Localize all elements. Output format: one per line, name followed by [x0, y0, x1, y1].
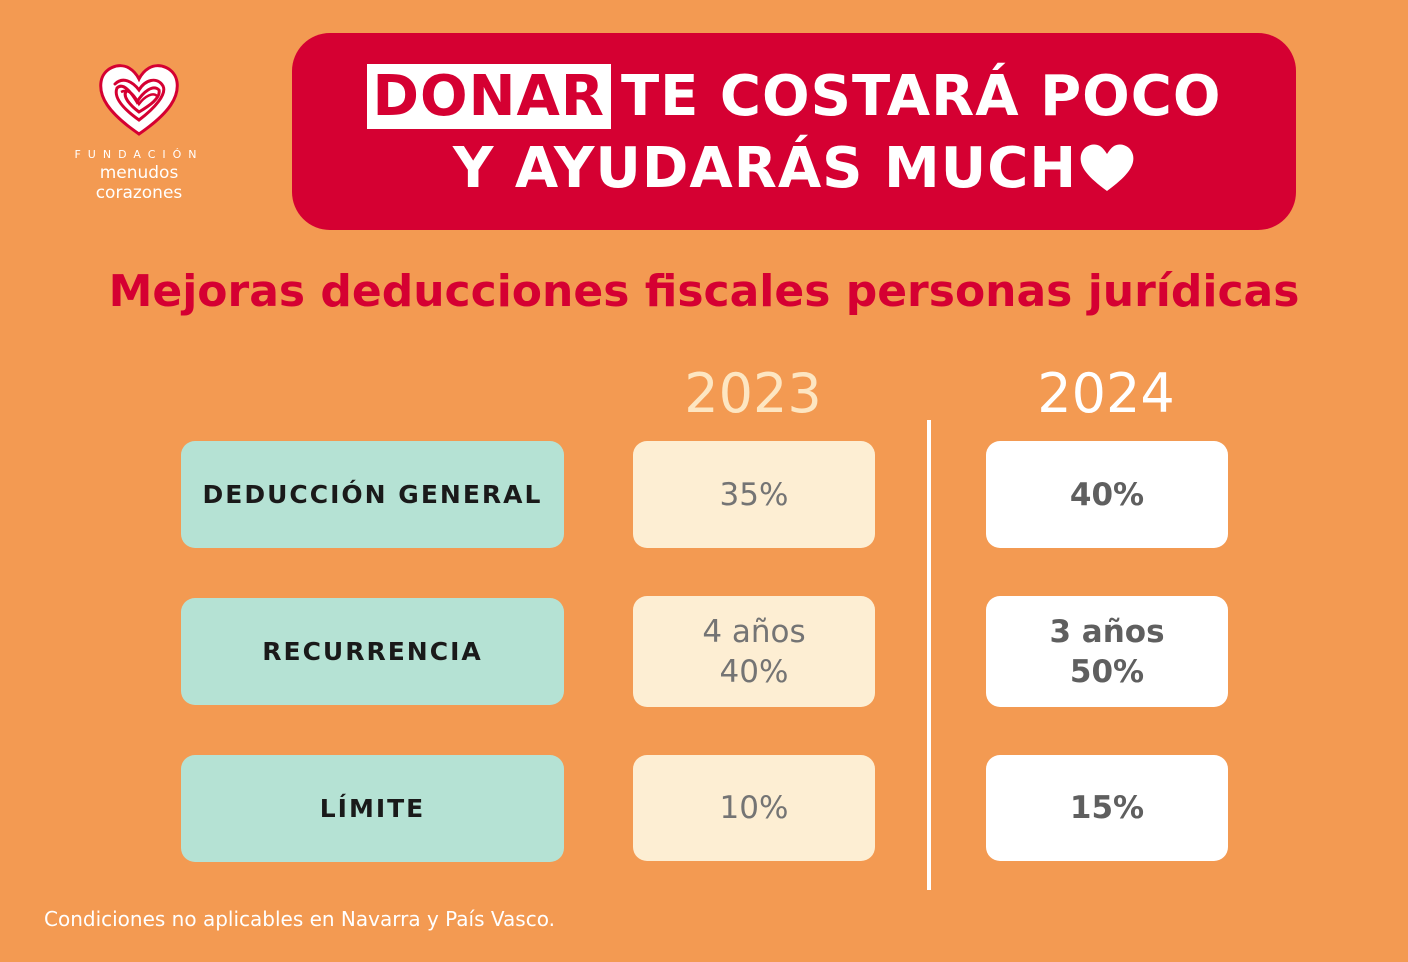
cell-2024-limite: 15%	[986, 755, 1228, 861]
headline-highlight: DONAR	[366, 64, 611, 129]
cell-value: 15%	[1069, 790, 1145, 826]
cell-2023-deduccion-general: 35%	[633, 441, 875, 548]
page-subtitle: Mejoras deducciones fiscales personas ju…	[108, 266, 1300, 317]
headline-banner: DONAR TE COSTARÁ POCO Y AYUDARÁS MUCH	[292, 33, 1296, 230]
cell-value: 50%	[1069, 653, 1145, 690]
footnote: Condiciones no aplicables en Navarra y P…	[44, 907, 555, 931]
headline-line-2-text: Y AYUDARÁS MUCH	[452, 136, 1078, 201]
headline-line-1: DONAR TE COSTARÁ POCO	[292, 61, 1296, 133]
row-label-limite: LÍMITE	[181, 755, 564, 862]
org-name-top: FUNDACIÓN	[74, 148, 204, 161]
cell-2024-recurrencia: 3 años 50%	[986, 596, 1228, 707]
cell-value: 10%	[719, 790, 789, 826]
column-divider	[927, 420, 931, 890]
year-header-2023: 2023	[684, 362, 822, 425]
year-header-2024: 2024	[1037, 362, 1175, 425]
cell-value: 3 años	[1049, 613, 1165, 650]
heart-scribble-icon	[99, 64, 179, 136]
foundation-logo: FUNDACIÓN menudos corazones	[54, 62, 224, 203]
cell-value: 4 años	[702, 613, 806, 650]
org-name: menudos corazones	[95, 163, 183, 203]
row-label-deduccion-general: DEDUCCIÓN GENERAL	[181, 441, 564, 548]
headline-line-1-text: TE COSTARÁ POCO	[620, 64, 1222, 129]
row-label-recurrencia: RECURRENCIA	[181, 598, 564, 705]
cell-2024-deduccion-general: 40%	[986, 441, 1228, 548]
cell-value: 40%	[719, 653, 789, 690]
cell-2023-recurrencia: 4 años 40%	[633, 596, 875, 707]
cell-2023-limite: 10%	[633, 755, 875, 861]
cell-value: 35%	[719, 476, 789, 513]
headline-line-2: Y AYUDARÁS MUCH	[292, 133, 1296, 211]
cell-value: 40%	[1069, 476, 1145, 513]
heart-icon	[1079, 139, 1135, 211]
